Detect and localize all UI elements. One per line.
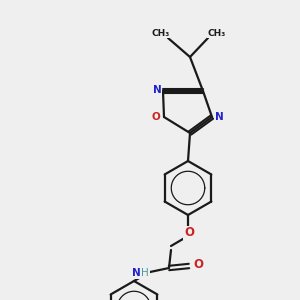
Text: O: O: [152, 112, 160, 122]
Text: H: H: [141, 268, 149, 278]
Text: N: N: [132, 268, 140, 278]
Text: N: N: [153, 85, 161, 95]
Text: CH₃: CH₃: [152, 28, 170, 38]
Text: CH₃: CH₃: [208, 28, 226, 38]
Text: O: O: [184, 226, 194, 239]
Text: N: N: [214, 112, 224, 122]
Text: O: O: [193, 259, 203, 272]
